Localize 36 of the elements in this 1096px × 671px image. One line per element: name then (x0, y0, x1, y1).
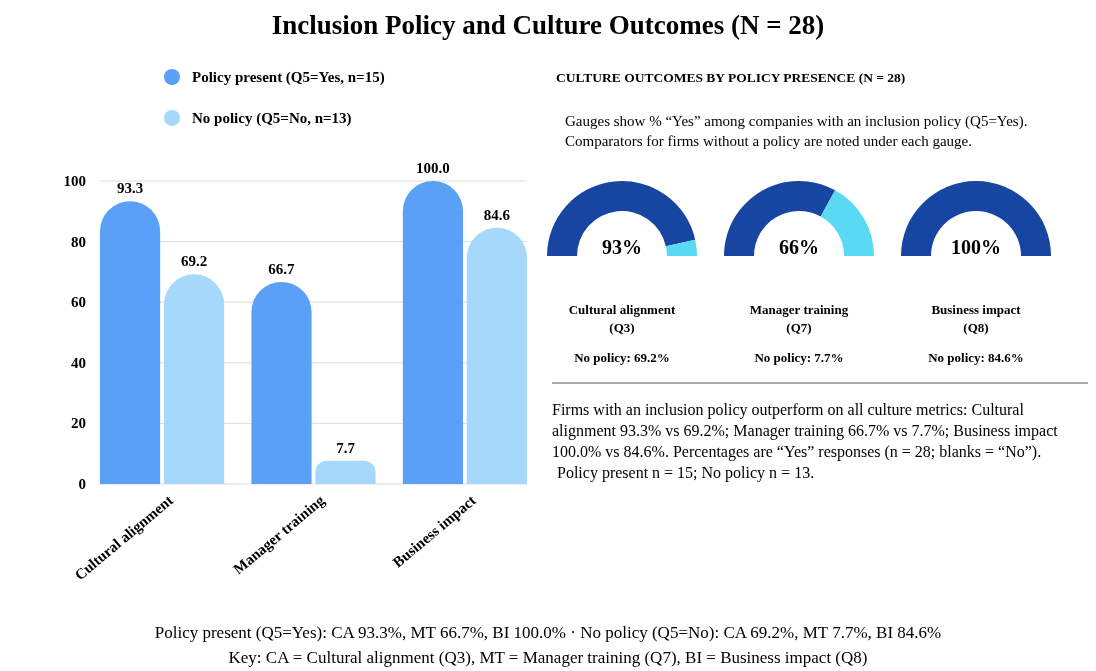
text: Policy present (Q5=Yes): CA 93.3%, MT 66.7%, BI 100.0% · No policy (Q5=No): CA 69.2%, MT 7.7%, BI 84.6% (154, 623, 942, 642)
bar (164, 274, 225, 484)
data-label: 7.7 (336, 439, 356, 456)
text: Business impact (Q8) (931, 302, 1022, 335)
text: No policy: 84.6% (928, 350, 1024, 365)
text: Gauges show % “Yes” among companies with an inclusion policy (Q5=Yes). Comparators for firms without a policy are noted under each gauge. (565, 113, 1028, 149)
y-tick-label: 20 (71, 415, 86, 432)
data-label: 100.0 (416, 160, 450, 176)
bar (100, 201, 161, 484)
text: Key: CA = Cultural alignment (Q3), MT = Manager training (Q7), BI = Business impact (Q8) (228, 648, 868, 667)
y-tick-label: 0 (78, 476, 86, 492)
text: Manager training (Q7) (749, 302, 849, 335)
y-tick-label: 40 (71, 354, 86, 371)
legend-label: Policy present (Q5=Yes, n=15) (192, 69, 385, 86)
bar (466, 227, 527, 484)
text: Firms with an inclusion policy outperform on all culture metrics: Cultural alignment 93.3% vs 69.2%; Manager training 66.7% vs 7.7%; Business impact 100.0% vs 84.6%. Percentages are “Yes” responses (n = 28; blanks = “No”). (552, 401, 1059, 461)
data-label: 93% (602, 236, 642, 258)
data-label: 66% (779, 236, 819, 258)
data-label: 100% (951, 236, 1001, 258)
y-tick-label: 80 (71, 233, 86, 250)
y-tick-label: 60 (71, 294, 86, 311)
data-label: 93.3 (116, 180, 144, 197)
y-tick-label: 100 (63, 173, 86, 189)
bar (402, 181, 463, 484)
text: Cultural alignment (Q3) (568, 302, 676, 335)
data-label: 66.7 (268, 260, 296, 277)
bar (315, 460, 376, 484)
legend-label: No policy (Q5=No, n=13) (192, 110, 352, 127)
text: CULTURE OUTCOMES BY POLICY PRESENCE (N = 28) (556, 70, 906, 85)
data-label: 69.2 (180, 253, 208, 270)
text: No policy: 7.7% (754, 350, 844, 365)
data-label: 84.6 (483, 206, 511, 223)
bar (251, 281, 312, 484)
text: Policy present n = 15; No policy n = 13. (557, 464, 815, 482)
text: No policy: 69.2% (574, 350, 670, 365)
chart-title: Inclusion Policy and Culture Outcomes (N = 28) (271, 10, 825, 40)
